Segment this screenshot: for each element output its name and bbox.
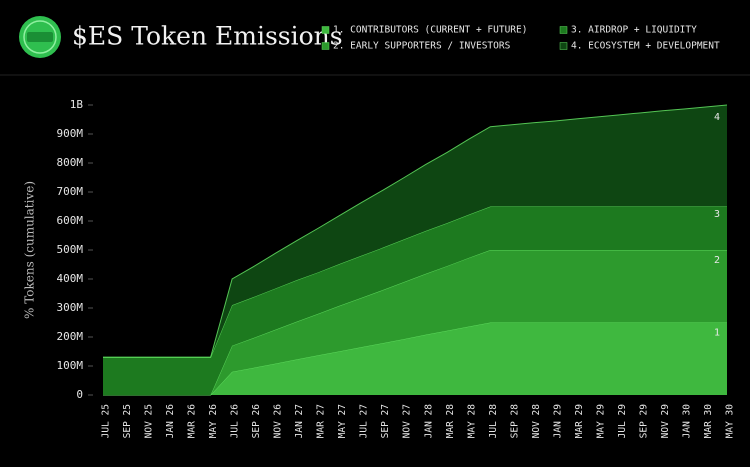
series-tag: 4	[714, 112, 720, 123]
y-tick-label: 400M	[57, 272, 84, 285]
x-tick-label: MAR 28	[445, 404, 456, 439]
chart-title: $ES Token Emissions	[72, 22, 343, 51]
y-tick-label: 600M	[57, 214, 84, 227]
area	[103, 206, 727, 395]
y-tick-label: 700M	[57, 185, 84, 198]
legend-label: 3. AIRDROP + LIQUIDITY	[571, 25, 697, 36]
x-tick-label: JUL 27	[359, 404, 370, 438]
legend-label: 2. EARLY SUPPORTERS / INVESTORS	[333, 41, 511, 52]
y-tick-label: 100M	[57, 359, 84, 372]
x-tick-label: MAY 30	[725, 404, 736, 439]
x-tick-label: JUL 26	[230, 404, 241, 439]
x-tick-label: JUL 28	[488, 404, 499, 439]
x-tick-label: NOV 29	[660, 404, 671, 439]
legend-swatch	[321, 42, 330, 50]
y-tick-label: 300M	[57, 301, 84, 314]
legend-label: 4. ECOSYSTEM + DEVELOPMENT	[571, 41, 720, 52]
plot: 0 100M 200M 300M 400M 500M 600M 700M 800M 900M 1B J…	[57, 98, 736, 438]
x-tick-label: MAR 29	[574, 404, 585, 439]
x-tick-label: NOV 25	[144, 404, 155, 438]
y-axis-label: % Tokens (cumulative)	[23, 181, 37, 319]
legend-label: 1. CONTRIBUTORS (CURRENT + FUTURE)	[333, 25, 527, 36]
x-tick-label: JUL 29	[617, 404, 628, 439]
x-tick-label: MAY 27	[337, 404, 348, 438]
area	[103, 105, 727, 358]
x-tick-label: MAY 29	[595, 404, 606, 439]
series-tag: 2	[714, 255, 720, 266]
x-tick-label: NOV 26	[273, 404, 284, 439]
legend: 1. CONTRIBUTORS (CURRENT + FUTURE) 2. EAR…	[321, 25, 720, 52]
x-tick-label: JAN 29	[552, 404, 563, 439]
series-tag: 3	[714, 209, 720, 220]
area-edge	[103, 104, 728, 358]
series-tag: 1	[714, 327, 720, 338]
x-tick-label: JAN 30	[681, 404, 692, 439]
x-tick-label: MAY 28	[466, 404, 477, 439]
y-tick-label: 900M	[57, 127, 84, 140]
y-tick-label: 0	[76, 388, 83, 401]
logo	[19, 16, 61, 58]
area	[103, 322, 727, 395]
x-tick-label: SEP 28	[509, 404, 520, 439]
x-tick-label: MAR 30	[703, 404, 714, 439]
x-tick-label: NOV 28	[531, 404, 542, 439]
x-tick-label: SEP 26	[251, 404, 262, 439]
y-tick-label: 800M	[57, 156, 84, 169]
y-tick-label: 200M	[57, 330, 84, 343]
x-tick-label: MAR 27	[316, 404, 327, 438]
x-tick-label: JAN 28	[423, 404, 434, 439]
legend-swatch	[321, 26, 330, 34]
x-tick-label: JAN 26	[165, 404, 176, 439]
legend-swatch	[559, 42, 568, 50]
x-tick-label: MAY 26	[208, 404, 219, 439]
x-tick-label: JAN 27	[294, 404, 305, 438]
x-tick-label: JUL 25	[101, 404, 112, 438]
area	[103, 250, 727, 395]
x-tick-label: NOV 27	[402, 404, 413, 438]
y-tick-label: 1B	[70, 98, 84, 111]
x-tick-label: MAR 26	[187, 404, 198, 439]
x-tick-label: SEP 29	[638, 404, 649, 439]
x-tick-label: SEP 25	[122, 404, 133, 438]
y-tick-label: 500M	[57, 243, 84, 256]
legend-swatch	[559, 26, 568, 34]
x-tick-label: SEP 27	[380, 404, 391, 438]
